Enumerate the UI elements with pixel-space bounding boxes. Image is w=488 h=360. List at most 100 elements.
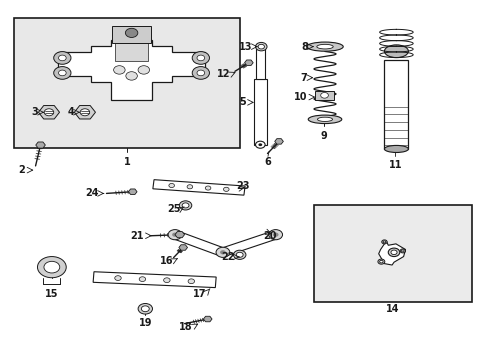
Circle shape: [320, 93, 328, 98]
Circle shape: [258, 44, 264, 49]
Circle shape: [387, 248, 399, 257]
Text: 25: 25: [167, 204, 181, 214]
Circle shape: [168, 230, 182, 240]
Text: 3: 3: [32, 107, 39, 117]
Text: 9: 9: [320, 131, 326, 141]
Circle shape: [382, 241, 385, 243]
Circle shape: [125, 28, 138, 37]
Circle shape: [168, 184, 174, 188]
Text: 1: 1: [123, 157, 130, 167]
Text: 5: 5: [239, 98, 246, 107]
Circle shape: [255, 141, 264, 148]
Circle shape: [236, 252, 243, 257]
Text: 13: 13: [238, 42, 252, 51]
Circle shape: [188, 279, 194, 284]
Text: 12: 12: [216, 69, 230, 79]
Text: 14: 14: [386, 304, 399, 314]
Circle shape: [54, 67, 71, 79]
Text: 24: 24: [85, 188, 99, 198]
Circle shape: [138, 303, 152, 314]
Polygon shape: [36, 142, 45, 148]
Circle shape: [255, 42, 266, 51]
Text: 15: 15: [45, 289, 59, 299]
Ellipse shape: [316, 44, 332, 49]
Circle shape: [59, 70, 66, 76]
Polygon shape: [153, 180, 244, 195]
Text: 17: 17: [192, 289, 206, 298]
Circle shape: [125, 72, 137, 80]
Circle shape: [401, 250, 404, 252]
Bar: [256, 49, 264, 80]
Circle shape: [233, 250, 245, 259]
Circle shape: [139, 277, 145, 282]
Circle shape: [172, 233, 178, 237]
Text: 7: 7: [300, 73, 306, 83]
Circle shape: [113, 66, 125, 74]
Polygon shape: [172, 231, 225, 256]
Bar: [254, 80, 266, 145]
Circle shape: [80, 109, 89, 116]
Circle shape: [44, 109, 54, 116]
Polygon shape: [274, 139, 283, 144]
Text: 22: 22: [221, 252, 234, 262]
Bar: [15, 18, 239, 148]
Bar: [384, 60, 407, 149]
Polygon shape: [179, 245, 187, 250]
Text: 21: 21: [130, 231, 143, 241]
Circle shape: [272, 233, 278, 237]
Circle shape: [192, 51, 209, 64]
Circle shape: [258, 143, 262, 146]
Text: 2: 2: [18, 165, 25, 175]
Circle shape: [390, 250, 396, 255]
Ellipse shape: [317, 117, 332, 121]
Text: 19: 19: [138, 318, 152, 328]
Bar: [112, 26, 150, 44]
Circle shape: [381, 240, 386, 244]
Circle shape: [163, 278, 170, 283]
Text: 11: 11: [388, 159, 402, 170]
Circle shape: [44, 261, 60, 273]
Polygon shape: [93, 272, 216, 288]
Circle shape: [179, 201, 191, 210]
Ellipse shape: [307, 115, 341, 123]
Circle shape: [59, 55, 66, 61]
Circle shape: [205, 186, 210, 190]
Circle shape: [223, 187, 228, 192]
Bar: [313, 205, 471, 302]
Bar: [315, 91, 333, 100]
Ellipse shape: [384, 145, 407, 153]
Circle shape: [268, 230, 282, 240]
Polygon shape: [58, 40, 204, 100]
Polygon shape: [39, 105, 60, 119]
Text: 16: 16: [160, 256, 173, 266]
Text: 6: 6: [264, 157, 271, 167]
Ellipse shape: [306, 42, 343, 51]
Polygon shape: [244, 60, 253, 66]
Circle shape: [54, 51, 71, 64]
Polygon shape: [115, 43, 147, 61]
Circle shape: [377, 259, 384, 264]
Polygon shape: [175, 231, 184, 238]
Circle shape: [220, 250, 225, 255]
Circle shape: [38, 257, 66, 278]
Text: 10: 10: [293, 92, 306, 102]
Circle shape: [216, 247, 229, 257]
Circle shape: [379, 260, 382, 263]
Polygon shape: [74, 105, 95, 119]
Polygon shape: [203, 316, 212, 322]
Text: 18: 18: [179, 323, 192, 333]
Polygon shape: [128, 189, 137, 194]
Circle shape: [399, 249, 405, 253]
Circle shape: [138, 66, 149, 74]
Circle shape: [192, 67, 209, 79]
Text: 20: 20: [263, 231, 276, 241]
Polygon shape: [378, 241, 405, 265]
Polygon shape: [220, 231, 278, 256]
Circle shape: [187, 185, 192, 189]
Circle shape: [115, 276, 121, 280]
Text: 8: 8: [300, 42, 307, 51]
Circle shape: [197, 70, 204, 76]
Circle shape: [182, 203, 188, 208]
Text: 23: 23: [235, 181, 249, 192]
Text: 4: 4: [67, 107, 74, 117]
